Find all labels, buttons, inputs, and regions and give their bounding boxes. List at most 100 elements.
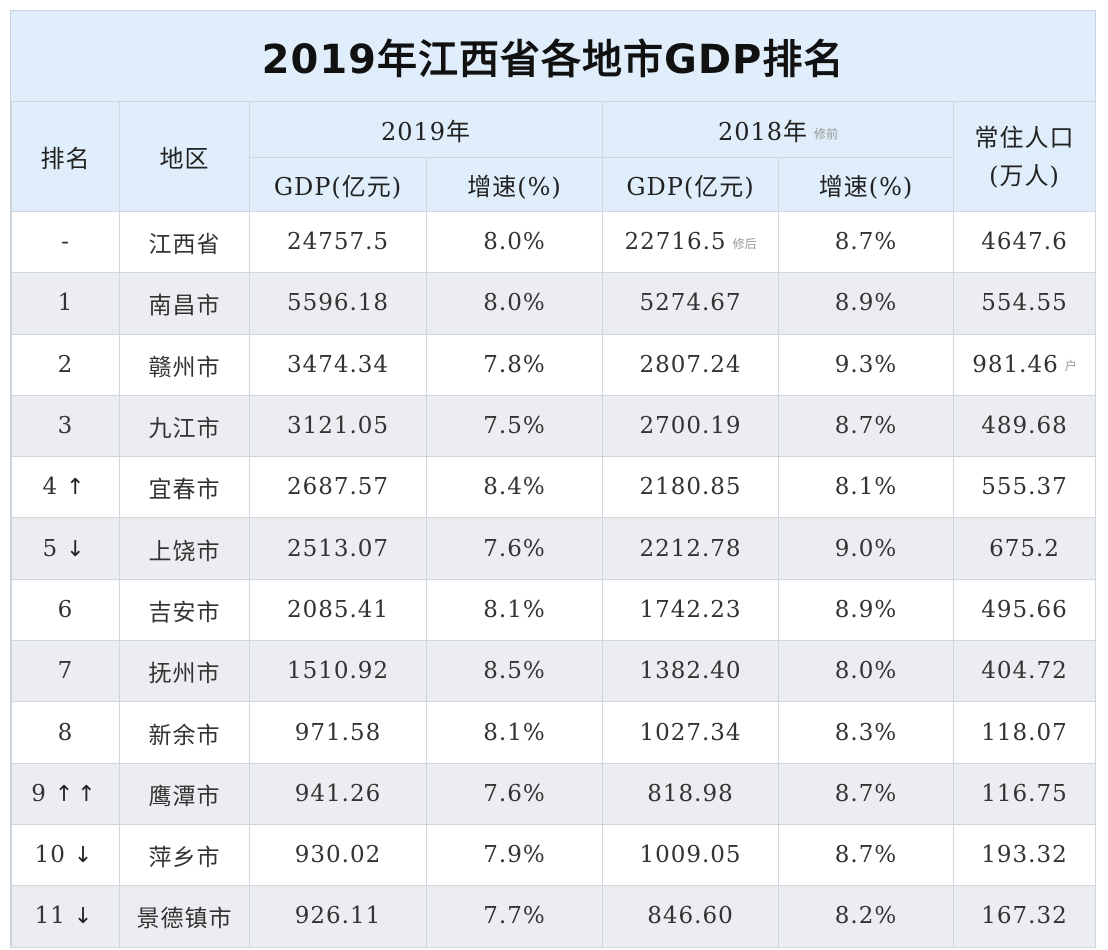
cell-growth-2018-value: 8.3% — [834, 719, 898, 746]
cell-growth-2019-value: 8.4% — [483, 474, 546, 501]
cell-gdp-2019: 24757.5 — [249, 210, 427, 274]
cell-rank: 6 — [11, 578, 120, 642]
gdp-table: 排名 地区 2019年 2018年 修前 常住人口 (万人) GDP(亿元) 增速… — [11, 101, 1097, 948]
cell-growth-2018-value: 8.7% — [834, 413, 898, 440]
cell-population: 193.32 — [953, 823, 1097, 887]
header-growth-2019: 增速(%) — [425, 157, 604, 212]
cell-growth-2019-value: 8.0% — [483, 290, 546, 317]
cell-gdp-2019: 3121.05 — [249, 394, 427, 458]
cell-growth-2019-value: 7.7% — [483, 903, 546, 930]
cell-growth-2019-value: 7.8% — [483, 351, 546, 378]
cell-gdp-2018-value: 2212.78 — [639, 535, 742, 562]
cell-rank: 9 ↑↑ — [11, 762, 120, 825]
cell-growth-2019: 8.4% — [425, 456, 604, 519]
table-row: 10 ↓ 萍乡市 930.02 7.9% 1009.05 8.7% 193.32 — [11, 823, 1097, 887]
table-row: 8 新余市 971.58 8.1% 1027.34 8.3% 118.07 — [11, 701, 1097, 764]
cell-gdp-2019-value: 24757.5 — [286, 229, 390, 256]
cell-population: 116.75 — [953, 762, 1097, 825]
arrow-down-icon: ↓ — [73, 904, 97, 930]
cell-growth-2019: 8.5% — [425, 640, 604, 703]
cell-gdp-2019: 971.58 — [249, 701, 427, 764]
cell-gdp-2018-value: 818.98 — [647, 780, 734, 807]
cell-gdp-2018: 22716.5 修后 — [602, 210, 780, 274]
cell-population-note: 户 — [1064, 359, 1077, 374]
cell-gdp-2018-value: 1027.34 — [639, 719, 742, 746]
cell-growth-2019: 8.0% — [425, 210, 604, 274]
cell-rank-value: 3 — [57, 413, 74, 440]
header-gdp-2019: GDP(亿元) — [249, 157, 427, 212]
cell-growth-2019: 7.7% — [425, 885, 604, 948]
cell-region-value: 萍乡市 — [148, 845, 221, 872]
cell-region: 萍乡市 — [119, 823, 250, 887]
cell-region-value: 景德镇市 — [136, 906, 233, 933]
header-rank: 排名 — [11, 101, 120, 212]
cell-growth-2019: 7.8% — [425, 333, 604, 396]
cell-growth-2018: 8.7% — [778, 762, 955, 825]
arrow-up-icon: ↑ — [66, 475, 89, 501]
cell-gdp-2018: 846.60 — [602, 885, 780, 948]
cell-gdp-2018: 1009.05 — [602, 823, 780, 887]
table-row: 2 赣州市 3474.34 7.8% 2807.24 9.3% 981.46 户 — [11, 333, 1097, 396]
cell-gdp-2018-value: 1742.23 — [639, 596, 742, 623]
table-row: 1 南昌市 5596.18 8.0% 5274.67 8.9% 554.55 — [11, 272, 1097, 335]
cell-growth-2019-value: 8.1% — [483, 719, 546, 746]
header-year-2019: 2019年 — [248, 101, 604, 158]
cell-population: 4647.6 — [953, 210, 1097, 274]
cell-gdp-2018: 2700.19 — [602, 394, 780, 458]
cell-gdp-2019-value: 5596.18 — [286, 290, 390, 317]
cell-region-value: 抚州市 — [148, 661, 221, 688]
cell-region: 景德镇市 — [119, 885, 250, 948]
page-title: 2019年江西省各地市GDP排名 — [11, 11, 1095, 102]
cell-region: 南昌市 — [119, 272, 250, 335]
cell-region: 鹰潭市 — [119, 762, 250, 825]
cell-rank-value: 10 — [34, 842, 66, 869]
cell-population: 167.32 — [953, 885, 1097, 948]
cell-population-value: 489.68 — [981, 413, 1068, 440]
cell-growth-2019-value: 7.5% — [483, 413, 546, 440]
cell-region-value: 赣州市 — [148, 354, 221, 381]
cell-gdp-2019-value: 3474.34 — [286, 351, 390, 378]
cell-population: 495.66 — [953, 578, 1097, 642]
cell-gdp-2018-note: 修后 — [732, 236, 757, 251]
cell-rank: 2 — [11, 333, 120, 396]
header-population-line2: (万人) — [989, 161, 1060, 190]
cell-rank: 10 ↓ — [11, 823, 120, 887]
cell-growth-2018-value: 8.1% — [834, 474, 898, 501]
cell-region: 江西省 — [119, 210, 250, 274]
cell-gdp-2018: 1382.40 — [602, 640, 780, 703]
cell-growth-2019: 7.6% — [425, 762, 604, 825]
header-gdp-2018: GDP(亿元) — [602, 157, 780, 212]
cell-rank-value: 5 — [42, 535, 59, 562]
cell-growth-2018: 9.0% — [778, 517, 955, 580]
cell-rank: 7 — [11, 640, 120, 703]
cell-region-value: 江西省 — [148, 232, 221, 259]
cell-population: 489.68 — [953, 394, 1097, 458]
cell-region-value: 宜春市 — [148, 477, 221, 504]
cell-population-value: 404.72 — [981, 658, 1068, 685]
cell-gdp-2018-value: 846.60 — [647, 903, 734, 930]
cell-gdp-2019: 3474.34 — [249, 333, 427, 396]
cell-gdp-2018-value: 5274.67 — [639, 290, 742, 317]
cell-rank-value: 6 — [57, 596, 74, 623]
cell-population-value: 167.32 — [981, 903, 1068, 930]
cell-gdp-2019-value: 2687.57 — [286, 474, 390, 501]
cell-growth-2018: 8.3% — [778, 701, 955, 764]
arrow-up-icon: ↑↑ — [54, 781, 100, 807]
cell-region: 上饶市 — [119, 517, 250, 580]
cell-growth-2018-value: 8.0% — [834, 658, 898, 685]
cell-rank: 3 — [11, 394, 120, 458]
cell-population: 675.2 — [953, 517, 1097, 580]
arrow-down-icon: ↓ — [66, 536, 89, 562]
cell-rank: 8 — [11, 701, 120, 764]
cell-gdp-2018-value: 1382.40 — [639, 658, 742, 685]
cell-rank: 4 ↑ — [11, 456, 120, 519]
header-growth-2018: 增速(%) — [778, 157, 955, 212]
cell-gdp-2019: 2513.07 — [249, 517, 427, 580]
table-body: - 江西省 24757.5 8.0% 22716.5 修后 8.7% 4647.6 1 南昌市 55… — [11, 210, 1097, 948]
cell-growth-2018-value: 9.0% — [834, 535, 898, 562]
cell-gdp-2019: 5596.18 — [249, 272, 427, 335]
cell-region: 赣州市 — [119, 333, 250, 396]
cell-gdp-2019: 930.02 — [249, 823, 427, 887]
cell-region: 宜春市 — [119, 456, 250, 519]
table-row: 7 抚州市 1510.92 8.5% 1382.40 8.0% 404.72 — [11, 640, 1097, 703]
